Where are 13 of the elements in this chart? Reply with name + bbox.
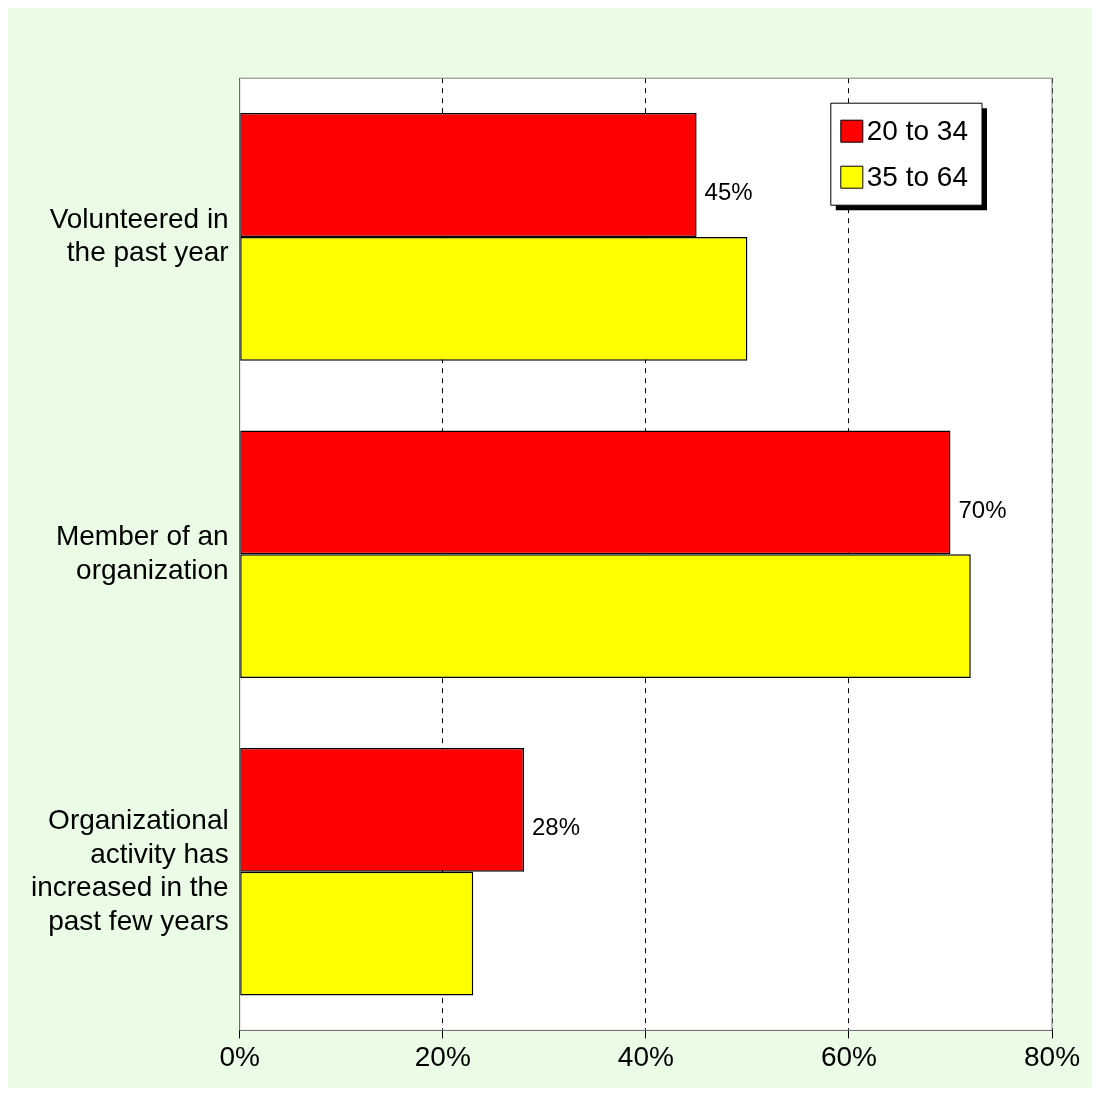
x-tick-label: 40%: [617, 1040, 674, 1072]
x-tick-label: 20%: [414, 1040, 471, 1072]
y-tick-label: Organizational activity has increased in the past few years: [30, 804, 229, 936]
data-label: 70%: [958, 495, 1007, 523]
y-tick-label: Member of an organization: [55, 520, 229, 585]
legend-label: 35 to 64: [866, 160, 968, 192]
x-tick-label: 80%: [1023, 1040, 1081, 1072]
y-tick-label: Volunteered in the past year: [49, 202, 229, 268]
data-label: 45%: [704, 178, 753, 206]
x-tick-label: 0%: [219, 1040, 260, 1072]
legend-label: 20 to 34: [866, 114, 968, 146]
data-label: 28%: [531, 813, 581, 840]
x-tick-label: 60%: [820, 1040, 877, 1072]
